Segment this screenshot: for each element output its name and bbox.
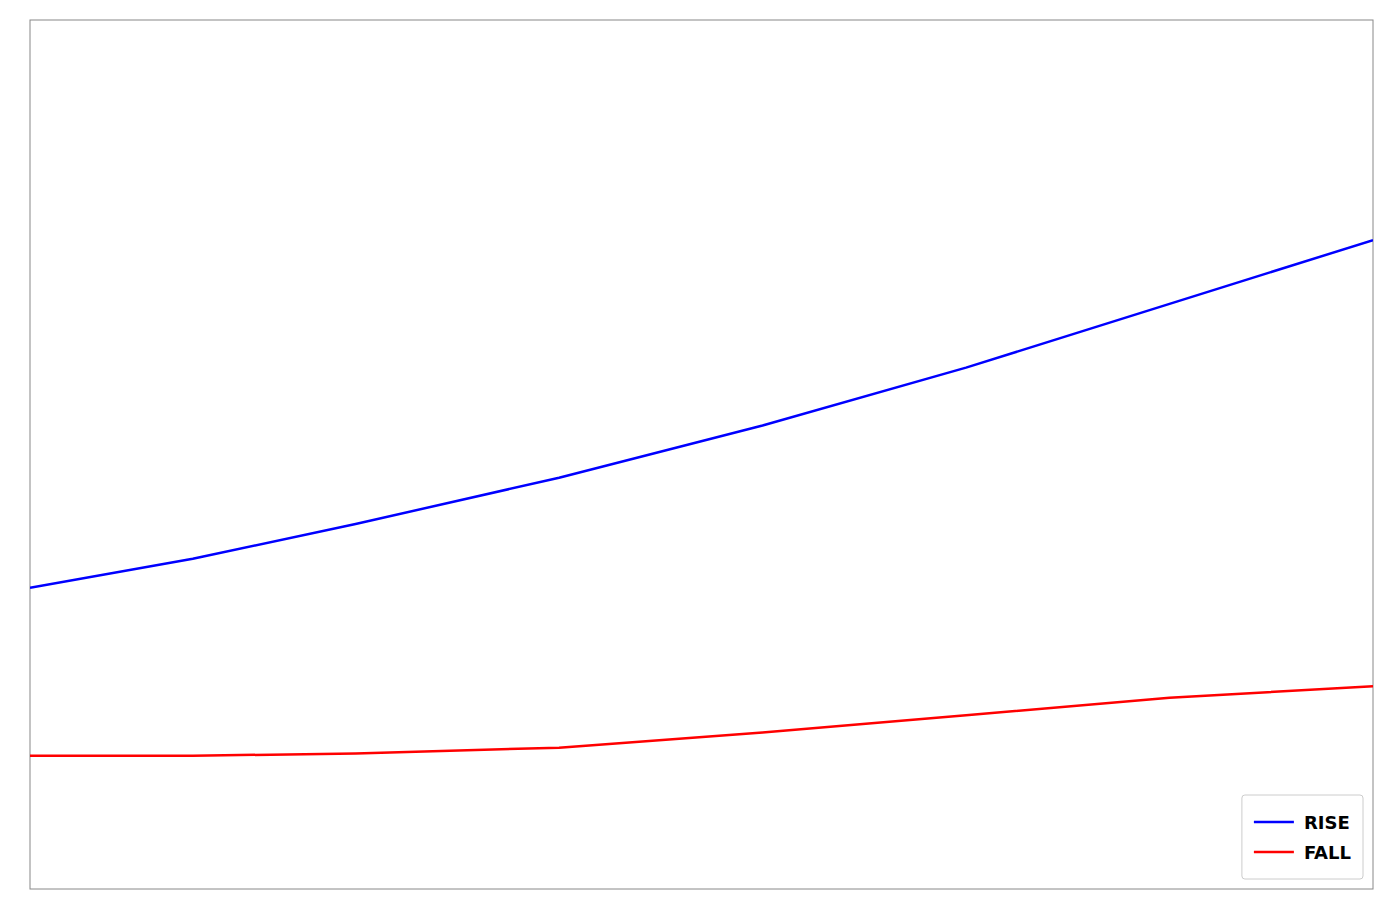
chart-svg: RISE FALL bbox=[0, 0, 1393, 919]
legend-swatch bbox=[1254, 821, 1294, 824]
legend-swatch bbox=[1254, 851, 1294, 854]
series-line bbox=[30, 240, 1373, 588]
chart-container: RISE FALL bbox=[0, 0, 1393, 919]
legend-label: RISE bbox=[1304, 812, 1350, 833]
legend-label: FALL bbox=[1304, 842, 1351, 863]
legend: RISE FALL bbox=[1242, 795, 1363, 879]
plot-frame bbox=[30, 20, 1373, 889]
series-line bbox=[30, 686, 1373, 756]
legend-box bbox=[1242, 795, 1363, 879]
plot-area bbox=[30, 240, 1373, 756]
